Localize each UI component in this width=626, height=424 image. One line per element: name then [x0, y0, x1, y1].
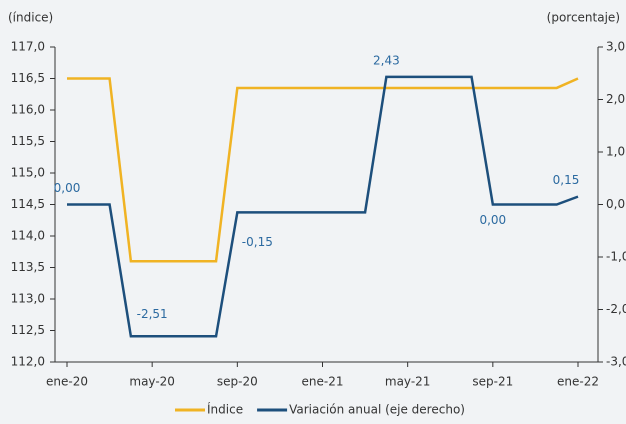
x-tick-label: sep-21 [472, 375, 513, 389]
legend-label: Índice [207, 402, 243, 417]
y2-tick-label: 1,0 [606, 145, 625, 159]
series-line [67, 75, 579, 338]
data-label: -0,15 [242, 235, 273, 249]
x-tick-label: sep-20 [217, 375, 258, 389]
y2-tick-label: 2,0 [606, 92, 625, 106]
y-tick-label: 116,5 [11, 71, 45, 85]
x-tick-label: may-21 [385, 375, 431, 389]
y-tick-label: 116,0 [11, 103, 45, 117]
y-tick-label: 117,0 [11, 40, 45, 54]
data-label: 0,00 [54, 181, 81, 195]
y-tick-label: 112,5 [11, 323, 45, 337]
y2-tick-label: -1,0 [606, 250, 626, 264]
x-tick-label: ene-21 [302, 375, 344, 389]
y-tick-label: 115,5 [11, 134, 45, 148]
y2-tick-label: -3,0 [606, 355, 626, 369]
y-tick-label: 114,0 [11, 229, 45, 243]
x-tick-label: may-20 [129, 375, 175, 389]
data-label: 0,00 [479, 213, 506, 227]
data-label: 0,15 [553, 173, 580, 187]
y-tick-label: 115,0 [11, 166, 45, 180]
data-label: -2,51 [137, 307, 168, 321]
data-label: 2,43 [373, 53, 400, 67]
legend-label: Variación anual (eje derecho) [289, 403, 465, 417]
y-axis-label: (índice) [8, 11, 53, 25]
x-tick-label: ene-20 [46, 375, 88, 389]
y-tick-label: 112,0 [11, 355, 45, 369]
series-line [67, 77, 579, 263]
y2-tick-label: 0,0 [606, 197, 625, 211]
y-tick-label: 113,0 [11, 292, 45, 306]
y-tick-label: 114,5 [11, 197, 45, 211]
x-tick-label: ene-22 [557, 375, 599, 389]
y2-tick-label: -2,0 [606, 302, 626, 316]
y-tick-label: 113,5 [11, 260, 45, 274]
y2-axis-label: (porcentaje) [547, 11, 620, 25]
y2-tick-label: 3,0 [606, 40, 625, 54]
